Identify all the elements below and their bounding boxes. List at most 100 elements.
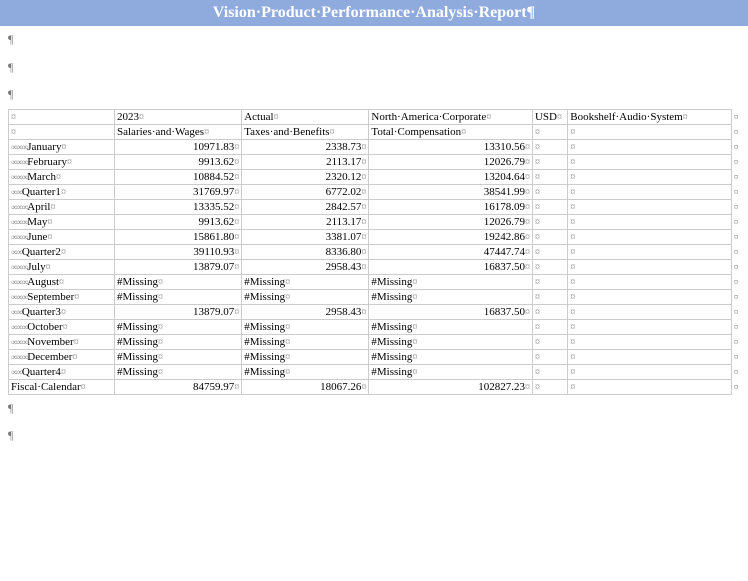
table-row: ∞∞∞May¤9913.62¤2113.17¤12026.79¤¤¤¤ bbox=[9, 214, 740, 229]
row-label: ∞∞∞November¤ bbox=[9, 334, 115, 349]
header-entity: North·America·Corporate¤ bbox=[369, 109, 533, 124]
cell-blank: ¤ bbox=[532, 379, 567, 394]
table-row: ∞∞∞August¤#Missing¤#Missing¤#Missing¤¤¤¤ bbox=[9, 274, 740, 289]
header-cell-blank: ¤ bbox=[9, 124, 115, 139]
cell-salaries: #Missing¤ bbox=[115, 289, 242, 304]
cell-taxes: 6772.02¤ bbox=[242, 184, 369, 199]
cell-salaries: #Missing¤ bbox=[115, 364, 242, 379]
pilcrow-mark: ¶ bbox=[0, 422, 748, 450]
data-table: ¤2023¤Actual¤North·America·Corporate¤USD… bbox=[8, 109, 740, 395]
cell-total: 16178.09¤ bbox=[369, 199, 533, 214]
cell-blank: ¤ bbox=[568, 154, 732, 169]
row-end-mark: ¤ bbox=[731, 199, 739, 214]
table-header-row: ¤2023¤Actual¤North·America·Corporate¤USD… bbox=[9, 109, 740, 124]
table-row: ∞∞∞March¤10884.52¤2320.12¤13204.64¤¤¤¤ bbox=[9, 169, 740, 184]
table-row: ∞∞∞February¤9913.62¤2113.17¤12026.79¤¤¤¤ bbox=[9, 154, 740, 169]
cell-total: #Missing¤ bbox=[369, 274, 533, 289]
cell-blank: ¤ bbox=[568, 289, 732, 304]
table-row: ∞∞∞November¤#Missing¤#Missing¤#Missing¤¤… bbox=[9, 334, 740, 349]
row-end-mark: ¤ bbox=[731, 259, 739, 274]
header-scenario: Actual¤ bbox=[242, 109, 369, 124]
row-label: Fiscal·Calendar¤ bbox=[9, 379, 115, 394]
row-label: ∞∞∞May¤ bbox=[9, 214, 115, 229]
cell-taxes: #Missing¤ bbox=[242, 319, 369, 334]
row-label: ∞∞∞October¤ bbox=[9, 319, 115, 334]
cell-taxes: #Missing¤ bbox=[242, 274, 369, 289]
row-label: ∞∞∞June¤ bbox=[9, 229, 115, 244]
cell-blank: ¤ bbox=[532, 169, 567, 184]
cell-total: 19242.86¤ bbox=[369, 229, 533, 244]
row-end-mark: ¤ bbox=[731, 274, 739, 289]
row-label: ∞∞Quarter2¤ bbox=[9, 244, 115, 259]
cell-salaries: 15861.80¤ bbox=[115, 229, 242, 244]
row-label: ∞∞Quarter3¤ bbox=[9, 304, 115, 319]
cell-blank: ¤ bbox=[568, 319, 732, 334]
cell-blank: ¤ bbox=[532, 229, 567, 244]
table-row: ∞∞∞December¤#Missing¤#Missing¤#Missing¤¤… bbox=[9, 349, 740, 364]
row-label: ∞∞∞July¤ bbox=[9, 259, 115, 274]
cell-total: 102827.23¤ bbox=[369, 379, 533, 394]
cell-total: 16837.50¤ bbox=[369, 259, 533, 274]
cell-blank: ¤ bbox=[532, 334, 567, 349]
cell-salaries: 9913.62¤ bbox=[115, 154, 242, 169]
cell-blank: ¤ bbox=[568, 379, 732, 394]
row-end-mark: ¤ bbox=[731, 214, 739, 229]
cell-taxes: 2113.17¤ bbox=[242, 214, 369, 229]
cell-total: 38541.99¤ bbox=[369, 184, 533, 199]
cell-blank: ¤ bbox=[532, 274, 567, 289]
header-taxes: Taxes·and·Benefits¤ bbox=[242, 124, 369, 139]
cell-blank: ¤ bbox=[532, 139, 567, 154]
cell-blank: ¤ bbox=[568, 199, 732, 214]
row-label: ∞∞Quarter4¤ bbox=[9, 364, 115, 379]
pilcrow-mark: ¶ bbox=[0, 395, 748, 423]
cell-total: 47447.74¤ bbox=[369, 244, 533, 259]
cell-taxes: 2958.43¤ bbox=[242, 259, 369, 274]
cell-blank: ¤ bbox=[532, 304, 567, 319]
cell-total: #Missing¤ bbox=[369, 289, 533, 304]
cell-total: 12026.79¤ bbox=[369, 214, 533, 229]
header-product: Bookshelf·Audio·System¤ bbox=[568, 109, 732, 124]
cell-taxes: #Missing¤ bbox=[242, 289, 369, 304]
table-header-row: ¤Salaries·and·Wages¤Taxes·and·Benefits¤T… bbox=[9, 124, 740, 139]
cell-total: 13204.64¤ bbox=[369, 169, 533, 184]
cell-salaries: #Missing¤ bbox=[115, 349, 242, 364]
cell-blank: ¤ bbox=[532, 199, 567, 214]
cell-total: #Missing¤ bbox=[369, 319, 533, 334]
header-blank: ¤ bbox=[532, 124, 567, 139]
cell-salaries: 13879.07¤ bbox=[115, 304, 242, 319]
row-label: ∞∞∞January¤ bbox=[9, 139, 115, 154]
row-end-mark: ¤ bbox=[731, 169, 739, 184]
row-label: ∞∞∞August¤ bbox=[9, 274, 115, 289]
table-row: ∞∞Quarter3¤13879.07¤2958.43¤16837.50¤¤¤¤ bbox=[9, 304, 740, 319]
cell-blank: ¤ bbox=[532, 154, 567, 169]
cell-salaries: 13879.07¤ bbox=[115, 259, 242, 274]
row-end-mark: ¤ bbox=[731, 289, 739, 304]
cell-blank: ¤ bbox=[532, 259, 567, 274]
row-end-mark: ¤ bbox=[731, 319, 739, 334]
row-end-mark: ¤ bbox=[731, 379, 739, 394]
table-row: ∞∞Quarter1¤31769.97¤6772.02¤38541.99¤¤¤¤ bbox=[9, 184, 740, 199]
cell-salaries: #Missing¤ bbox=[115, 274, 242, 289]
table-row: ∞∞Quarter2¤39110.93¤8336.80¤47447.74¤¤¤¤ bbox=[9, 244, 740, 259]
cell-salaries: 13335.52¤ bbox=[115, 199, 242, 214]
header-total: Total·Compensation¤ bbox=[369, 124, 533, 139]
row-label: ∞∞∞September¤ bbox=[9, 289, 115, 304]
cell-blank: ¤ bbox=[532, 214, 567, 229]
cell-salaries: 10971.83¤ bbox=[115, 139, 242, 154]
cell-blank: ¤ bbox=[532, 319, 567, 334]
header-blank: ¤ bbox=[568, 124, 732, 139]
cell-blank: ¤ bbox=[568, 259, 732, 274]
cell-salaries: #Missing¤ bbox=[115, 319, 242, 334]
cell-total: 13310.56¤ bbox=[369, 139, 533, 154]
cell-blank: ¤ bbox=[568, 334, 732, 349]
table-row: ∞∞Quarter4¤#Missing¤#Missing¤#Missing¤¤¤… bbox=[9, 364, 740, 379]
cell-blank: ¤ bbox=[568, 229, 732, 244]
table-row: Fiscal·Calendar¤84759.97¤18067.26¤102827… bbox=[9, 379, 740, 394]
pilcrow-mark: ¶ bbox=[0, 26, 748, 54]
table-row: ∞∞∞October¤#Missing¤#Missing¤#Missing¤¤¤… bbox=[9, 319, 740, 334]
cell-blank: ¤ bbox=[532, 364, 567, 379]
cell-salaries: 84759.97¤ bbox=[115, 379, 242, 394]
row-end-mark: ¤ bbox=[731, 184, 739, 199]
row-end-mark: ¤ bbox=[731, 109, 739, 124]
table-row: ∞∞∞September¤#Missing¤#Missing¤#Missing¤… bbox=[9, 289, 740, 304]
